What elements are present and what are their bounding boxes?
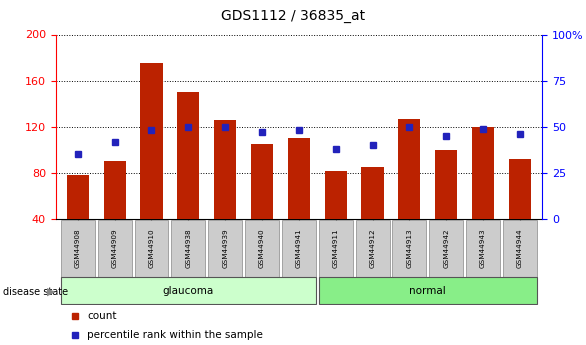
Text: GSM44944: GSM44944 bbox=[517, 229, 523, 268]
Bar bbox=[251, 144, 273, 219]
Text: percentile rank within the sample: percentile rank within the sample bbox=[87, 330, 263, 340]
Text: GSM44940: GSM44940 bbox=[259, 229, 265, 268]
FancyBboxPatch shape bbox=[282, 220, 316, 277]
Bar bbox=[325, 171, 347, 219]
Text: GSM44908: GSM44908 bbox=[75, 229, 81, 268]
Text: glaucoma: glaucoma bbox=[163, 286, 214, 296]
FancyBboxPatch shape bbox=[503, 220, 537, 277]
Bar bbox=[472, 127, 494, 219]
Bar bbox=[435, 150, 457, 219]
Text: normal: normal bbox=[410, 286, 446, 296]
Bar bbox=[509, 159, 531, 219]
Text: GSM44909: GSM44909 bbox=[111, 229, 118, 268]
Text: GSM44941: GSM44941 bbox=[296, 229, 302, 268]
Text: GSM44938: GSM44938 bbox=[185, 229, 191, 268]
Text: GSM44912: GSM44912 bbox=[370, 229, 376, 268]
Text: GSM44939: GSM44939 bbox=[222, 229, 228, 268]
FancyBboxPatch shape bbox=[98, 220, 132, 277]
FancyBboxPatch shape bbox=[171, 220, 205, 277]
Bar bbox=[214, 120, 236, 219]
Text: count: count bbox=[87, 312, 117, 322]
Text: GSM44943: GSM44943 bbox=[480, 229, 486, 268]
FancyBboxPatch shape bbox=[466, 220, 500, 277]
Text: GSM44913: GSM44913 bbox=[407, 229, 413, 268]
Bar bbox=[104, 161, 125, 219]
Bar bbox=[362, 167, 384, 219]
FancyBboxPatch shape bbox=[135, 220, 168, 277]
Text: ▶: ▶ bbox=[47, 287, 56, 296]
Text: GDS1112 / 36835_at: GDS1112 / 36835_at bbox=[221, 9, 365, 23]
Bar bbox=[288, 138, 310, 219]
FancyBboxPatch shape bbox=[245, 220, 279, 277]
FancyBboxPatch shape bbox=[430, 220, 463, 277]
Text: GSM44942: GSM44942 bbox=[443, 229, 449, 268]
Text: GSM44910: GSM44910 bbox=[148, 229, 155, 268]
Bar bbox=[178, 92, 199, 219]
FancyBboxPatch shape bbox=[319, 220, 353, 277]
Bar bbox=[67, 175, 89, 219]
Bar bbox=[141, 63, 162, 219]
FancyBboxPatch shape bbox=[61, 277, 316, 304]
FancyBboxPatch shape bbox=[319, 277, 537, 304]
FancyBboxPatch shape bbox=[356, 220, 390, 277]
Text: disease state: disease state bbox=[3, 287, 68, 296]
FancyBboxPatch shape bbox=[208, 220, 242, 277]
FancyBboxPatch shape bbox=[61, 220, 95, 277]
FancyBboxPatch shape bbox=[393, 220, 427, 277]
Bar bbox=[398, 119, 421, 219]
Text: GSM44911: GSM44911 bbox=[333, 229, 339, 268]
